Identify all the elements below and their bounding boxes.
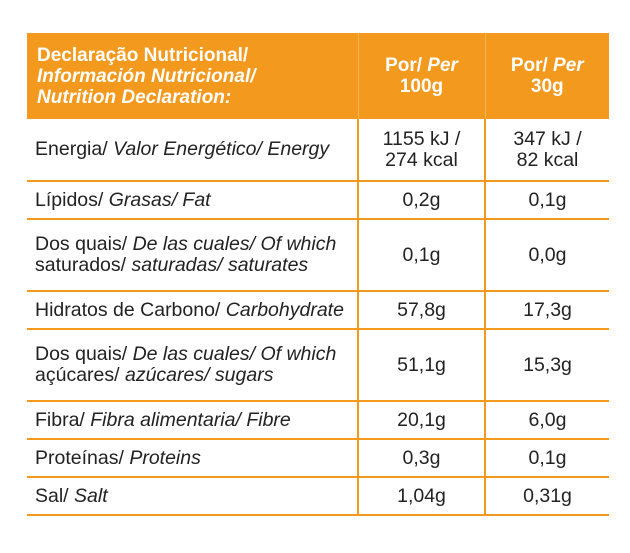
header-per-30g-pt: Por/ xyxy=(510,55,554,76)
nutrient-label-es-en: De las cuales/ Of which xyxy=(132,343,337,365)
nutrient-label-es-en: Grasas/ Fat xyxy=(108,188,211,211)
table-body: Energia/ Valor Energético/ Energy 1155 kJ… xyxy=(27,119,609,516)
value-per-100g-text: 0,3g xyxy=(402,446,441,469)
value-per-100g-text: 0,2g xyxy=(402,188,441,211)
nutrient-label-pt: Fibra/ xyxy=(35,408,91,431)
value-per-100g: 0,2g xyxy=(357,181,485,220)
nutrient-label-pt: Lípidos/ xyxy=(35,188,109,211)
table-row: Dos quais/ De las cuales/ Of which açúcar… xyxy=(27,329,609,402)
value-per-30g-text: 347 kJ / xyxy=(513,127,582,150)
nutrient-label-es-en: Carbohydrate xyxy=(225,298,344,321)
nutrient-label-es-en: Salt xyxy=(74,484,108,507)
value-per-100g-text: 51,1g xyxy=(397,353,446,376)
nutrient-label: Energia/ Valor Energético/ Energy xyxy=(27,119,358,182)
header-per-30g-qty: 30g xyxy=(530,76,564,97)
value-per-100g: 1,04g xyxy=(357,477,485,516)
value-per-100g-text-line2: 274 kcal xyxy=(385,148,458,171)
table-row: Lípidos/ Grasas/ Fat 0,2g 0,1g xyxy=(27,181,609,220)
nutrient-label-es-en: Fibra alimentaria/ Fibre xyxy=(90,408,291,431)
value-per-30g-text: 0,0g xyxy=(528,243,567,266)
value-per-100g-text: 0,1g xyxy=(402,243,441,266)
value-per-30g-text: 0,31g xyxy=(523,484,572,507)
header-label: Declaração Nutricional/ Información Nutr… xyxy=(27,33,358,119)
value-per-100g-text: 57,8g xyxy=(397,298,446,321)
nutrient-label: Dos quais/ De las cuales/ Of which açúcar… xyxy=(27,329,358,402)
nutrient-label: Fibra/ Fibra alimentaria/ Fibre xyxy=(27,401,358,440)
table-row: Sal/ Salt 1,04g 0,31g xyxy=(27,477,609,516)
value-per-30g: 347 kJ /82 kcal xyxy=(484,119,609,182)
value-per-30g-text: 0,1g xyxy=(528,188,567,211)
nutrition-table-wrapper: Declaração Nutricional/ Información Nutr… xyxy=(27,33,609,516)
value-per-30g: 17,3g xyxy=(484,291,609,330)
nutrient-label-pt: Energia/ xyxy=(35,138,114,160)
header-label-line1: Declaração Nutricional/ xyxy=(37,44,249,66)
nutrient-label-pt: Dos quais/ xyxy=(35,233,133,255)
nutrient-label-es-en-line2: azúcares/ sugars xyxy=(124,364,274,386)
table-row: Hidratos de Carbono/ Carbohydrate 57,8g 17… xyxy=(27,291,609,330)
table-header-row: Declaração Nutricional/ Información Nutr… xyxy=(27,33,609,119)
nutrient-label-pt-line2: açúcares/ xyxy=(35,364,125,386)
value-per-30g: 0,1g xyxy=(484,439,609,478)
table-row: Fibra/ Fibra alimentaria/ Fibre 20,1g 6,0g xyxy=(27,401,609,440)
value-per-100g: 1155 kJ /274 kcal xyxy=(357,119,485,182)
value-per-100g-text: 1155 kJ / xyxy=(382,127,461,150)
value-per-30g-text: 17,3g xyxy=(523,298,572,321)
nutrient-label: Proteínas/ Proteins xyxy=(27,439,358,478)
value-per-100g-text: 1,04g xyxy=(397,484,446,507)
nutrient-label-pt-line2: saturados/ xyxy=(35,254,132,276)
nutrient-label: Dos quais/ De las cuales/ Of which satura… xyxy=(27,219,358,292)
value-per-100g: 20,1g xyxy=(357,401,485,440)
header-per-30g-en: Per xyxy=(553,55,584,76)
header-per-100g-qty: 100g xyxy=(399,76,444,97)
value-per-100g: 0,3g xyxy=(357,439,485,478)
nutrient-label: Sal/ Salt xyxy=(27,477,358,516)
value-per-30g: 0,0g xyxy=(484,219,609,292)
nutrient-label-pt: Hidratos de Carbono/ xyxy=(35,298,226,321)
value-per-100g: 0,1g xyxy=(357,219,485,292)
nutrient-label: Hidratos de Carbono/ Carbohydrate xyxy=(27,291,358,330)
nutrient-label-es-en: De las cuales/ Of which xyxy=(132,233,337,255)
value-per-100g: 51,1g xyxy=(357,329,485,402)
value-per-30g: 6,0g xyxy=(484,401,609,440)
header-label-line2: Información Nutricional/ xyxy=(37,65,256,87)
nutrient-label-pt: Sal/ xyxy=(35,484,75,507)
table-row: Dos quais/ De las cuales/ Of which satura… xyxy=(27,219,609,292)
nutrient-label-pt: Dos quais/ xyxy=(35,343,133,365)
value-per-30g-text-line2: 82 kcal xyxy=(516,148,579,171)
nutrition-table: Declaração Nutricional/ Información Nutr… xyxy=(27,33,609,516)
table-row: Energia/ Valor Energético/ Energy 1155 kJ… xyxy=(27,119,609,182)
header-label-line3: Nutrition Declaration: xyxy=(37,86,232,108)
header-per-100g-pt: Por/ xyxy=(385,55,428,76)
value-per-30g: 0,1g xyxy=(484,181,609,220)
table-row: Proteínas/ Proteins 0,3g 0,1g xyxy=(27,439,609,478)
value-per-30g-text: 15,3g xyxy=(523,353,572,376)
value-per-30g-text: 6,0g xyxy=(528,408,567,431)
nutrient-label: Lípidos/ Grasas/ Fat xyxy=(27,181,358,220)
header-per-100g-en: Per xyxy=(427,55,458,76)
value-per-100g: 57,8g xyxy=(357,291,485,330)
value-per-30g-text: 0,1g xyxy=(528,446,567,469)
value-per-100g-text: 20,1g xyxy=(397,408,446,431)
value-per-30g: 0,31g xyxy=(484,477,609,516)
nutrient-label-es-en: Proteins xyxy=(129,446,201,469)
header-per-30g: Por/ Per 30g xyxy=(484,33,609,119)
value-per-30g: 15,3g xyxy=(484,329,609,402)
header-per-100g: Por/ Per 100g xyxy=(357,33,485,119)
nutrient-label-es-en: Valor Energético/ Energy xyxy=(113,138,330,160)
nutrient-label-pt: Proteínas/ xyxy=(35,446,130,469)
nutrient-label-es-en-line2: saturadas/ saturates xyxy=(131,254,309,276)
